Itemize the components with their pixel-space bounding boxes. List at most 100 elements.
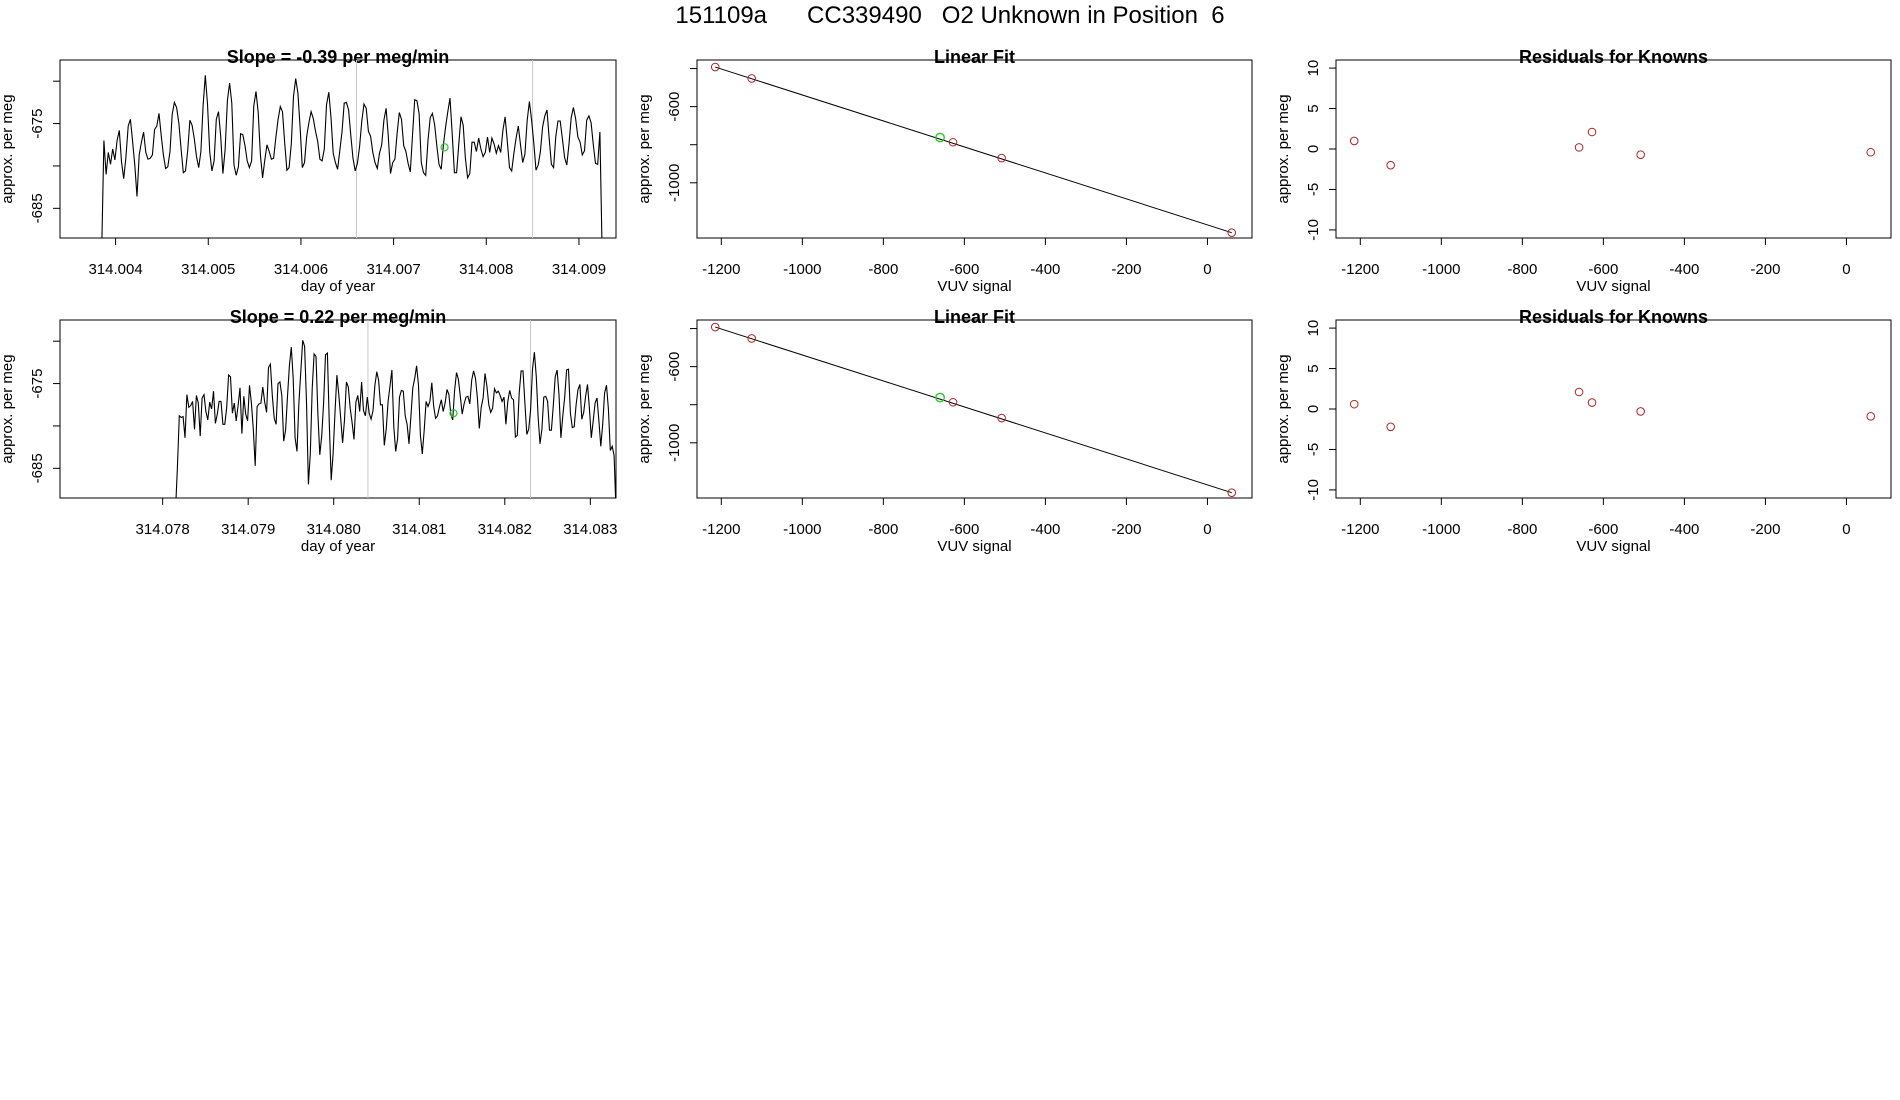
plot-frame xyxy=(696,59,1253,239)
x-tick-label: 314.004 xyxy=(88,261,142,278)
y-tick-label: -10 xyxy=(1305,219,1322,241)
y-axis-label: approx. per meg xyxy=(0,94,16,203)
chart-panel-2: Linear Fit -1200 -1000 -800 -600 -400 -200 0 VUV… xyxy=(636,47,1253,295)
x-tick-label: -1200 xyxy=(1341,521,1379,538)
x-tick-label: -200 xyxy=(1111,521,1141,538)
x-tick-label: -600 xyxy=(1588,521,1618,538)
plot-frame xyxy=(696,319,1253,499)
chart-panel-1: Slope = -0.39 per meg/min 314.004 314.005 3… xyxy=(0,47,617,295)
x-tick-label: 0 xyxy=(1842,521,1850,538)
known-point xyxy=(1574,387,1584,397)
known-point xyxy=(948,137,958,147)
known-point xyxy=(1866,147,1876,157)
x-tick-label: -800 xyxy=(868,521,898,538)
chart-title: Residuals for Knowns xyxy=(1519,307,1708,327)
known-point xyxy=(747,74,756,83)
plot-area xyxy=(175,320,616,498)
x-tick-label: -1200 xyxy=(702,521,740,538)
x-tick-label: 314.078 xyxy=(136,521,190,538)
known-point xyxy=(1587,398,1597,407)
unknown-point xyxy=(935,392,945,403)
x-tick-label: -800 xyxy=(1507,261,1537,278)
y-axis-label: approx. per meg xyxy=(1275,354,1292,463)
unknown-point xyxy=(440,143,449,152)
y-tick-label: 5 xyxy=(1305,104,1322,112)
x-tick-label: -600 xyxy=(949,261,979,278)
y-tick-label: -600 xyxy=(666,92,683,122)
known-point xyxy=(1386,422,1395,432)
chart-title: Linear Fit xyxy=(934,307,1015,327)
chart-title: Residuals for Knowns xyxy=(1519,47,1708,67)
plot-area xyxy=(101,60,603,238)
known-point xyxy=(1587,127,1597,137)
y-tick-label: 5 xyxy=(1305,364,1322,372)
x-tick-label: 314.006 xyxy=(274,261,328,278)
chart-panel-4: Slope = 0.22 per meg/min 314.078 314.079 31… xyxy=(0,307,617,555)
known-point xyxy=(747,334,756,343)
x-tick-label: 314.082 xyxy=(478,521,532,538)
plot-frame xyxy=(59,319,617,499)
y-tick-label: -1000 xyxy=(666,424,683,462)
known-point xyxy=(1227,488,1237,497)
y-tick-label: -685 xyxy=(29,193,46,223)
x-tick-label: -600 xyxy=(949,521,979,538)
page-title: 151109a CC339490 O2 Unknown in Position … xyxy=(675,2,1225,29)
x-tick-label: 314.081 xyxy=(392,521,446,538)
known-point xyxy=(997,153,1006,163)
y-tick-label: 0 xyxy=(1305,405,1322,413)
y-tick-label: -5 xyxy=(1305,443,1322,456)
x-tick-label: -1000 xyxy=(783,261,821,278)
known-point xyxy=(1636,407,1645,416)
unknown-point xyxy=(449,409,458,418)
fit-line xyxy=(715,66,1232,234)
known-point xyxy=(1386,160,1395,170)
chart-panel-3: Residuals for Knowns-1200 -1000 -800 -600 -4… xyxy=(1275,47,1892,295)
y-tick-label: -675 xyxy=(29,369,46,399)
x-tick-label: -200 xyxy=(1750,261,1780,278)
y-axis-label: approx. per meg xyxy=(636,354,653,463)
known-point xyxy=(948,397,958,407)
known-point xyxy=(1866,411,1876,421)
x-tick-label: 314.007 xyxy=(366,261,420,278)
series-line xyxy=(101,75,603,238)
known-point xyxy=(710,62,720,72)
x-tick-label: 0 xyxy=(1842,261,1850,278)
unknown-point xyxy=(935,132,945,143)
y-tick-label: 10 xyxy=(1305,320,1322,337)
x-tick-label: -400 xyxy=(1030,261,1060,278)
x-tick-label: 314.080 xyxy=(307,521,361,538)
x-axis-label: day of year xyxy=(301,278,375,295)
x-tick-label: -600 xyxy=(1588,261,1618,278)
x-tick-label: -200 xyxy=(1750,521,1780,538)
y-tick-label: -10 xyxy=(1305,479,1322,501)
known-point xyxy=(710,322,720,332)
chart-panel-5: Linear Fit -1200 -1000 -800 -600 -400 -200 0 VUV… xyxy=(636,307,1253,555)
y-tick-label: 0 xyxy=(1305,145,1322,153)
y-tick-label: 10 xyxy=(1305,60,1322,77)
known-point xyxy=(997,413,1006,423)
y-tick-label: -675 xyxy=(29,109,46,139)
x-tick-label: -800 xyxy=(1507,521,1537,538)
x-tick-label: 314.009 xyxy=(552,261,606,278)
known-point xyxy=(1349,136,1359,146)
y-axis-label: approx. per meg xyxy=(0,354,16,463)
x-tick-label: -1000 xyxy=(1422,521,1460,538)
y-axis-label: approx. per meg xyxy=(1275,94,1292,203)
x-tick-label: 0 xyxy=(1203,521,1211,538)
plot-frame xyxy=(1335,319,1892,499)
y-tick-label: -5 xyxy=(1305,183,1322,196)
x-tick-label: -400 xyxy=(1669,261,1699,278)
x-tick-label: -800 xyxy=(868,261,898,278)
x-tick-label: 314.008 xyxy=(459,261,513,278)
x-tick-label: 314.083 xyxy=(563,521,617,538)
plot-area xyxy=(1349,127,1876,170)
series-line xyxy=(175,340,616,498)
chart-title: Slope = -0.39 per meg/min xyxy=(227,47,450,67)
known-point xyxy=(1227,228,1237,237)
x-tick-label: -400 xyxy=(1030,521,1060,538)
x-axis-label: VUV signal xyxy=(937,278,1011,295)
x-axis-label: VUV signal xyxy=(937,538,1011,555)
chart-title: Linear Fit xyxy=(934,47,1015,67)
known-point xyxy=(1574,143,1584,152)
